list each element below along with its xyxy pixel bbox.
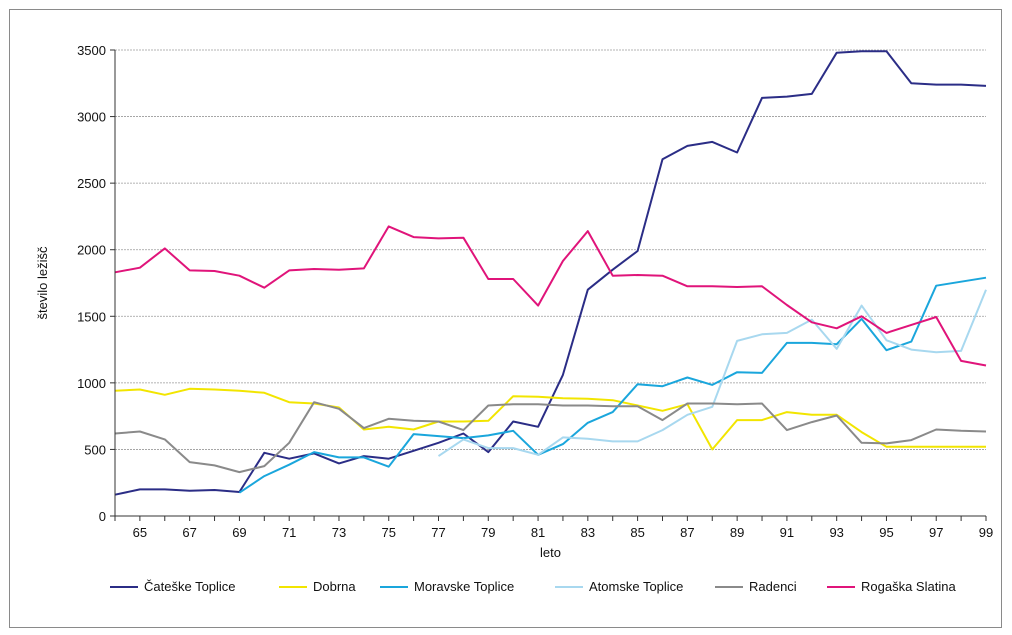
- x-tick-label: 85: [630, 525, 644, 540]
- y-tick-label: 1000: [77, 376, 106, 391]
- x-axis-ticks: 65 67 69 71 73 75 77 79 81 83 85 87 89 91 93 95 97 99: [114, 516, 993, 540]
- x-tick-label: 99: [979, 525, 993, 540]
- y-tick-label: 1500: [77, 309, 106, 324]
- series-line-roga-ka-slatina: [114, 225, 987, 367]
- x-tick-label: 69: [232, 525, 246, 540]
- x-tick-label: 71: [282, 525, 296, 540]
- gridlines: [115, 49, 986, 450]
- x-tick-label: 83: [581, 525, 595, 540]
- y-axis-ticks: 0 500 1000 1500 2000 2500 3000 3500: [77, 43, 115, 524]
- series-line-atomske-toplice: [437, 289, 987, 457]
- x-tick-label: 67: [182, 525, 196, 540]
- series-line-moravske-toplice: [238, 276, 987, 494]
- x-tick-label: 87: [680, 525, 694, 540]
- x-axis-label: leto: [540, 545, 561, 560]
- x-tick-label: 77: [431, 525, 445, 540]
- series-line-radenci: [114, 401, 987, 474]
- series-line-dobrna: [114, 387, 986, 451]
- legend-label: Atomske Toplice: [589, 579, 683, 594]
- legend-label: Rogaška Slatina: [861, 579, 956, 594]
- legend-label: Dobrna: [313, 579, 356, 594]
- x-tick-label: 79: [481, 525, 495, 540]
- y-tick-label: 2500: [77, 176, 106, 191]
- legend-label: Čateške Toplice: [144, 579, 236, 594]
- y-tick-label: 500: [84, 442, 106, 457]
- x-tick-label: 73: [332, 525, 346, 540]
- y-axis-label: število ležišč: [35, 246, 50, 319]
- x-tick-label: 65: [133, 525, 147, 540]
- line-chart: 0 500 1000 1500 2000 2500 3000 3500 65 67 69 71 73 7…: [35, 43, 993, 594]
- x-tick-label: 91: [780, 525, 794, 540]
- legend-label: Moravske Toplice: [414, 579, 514, 594]
- chart-frame: 0 500 1000 1500 2000 2500 3000 3500 65 67 69 71 73 7…: [9, 9, 1002, 628]
- x-tick-label: 75: [382, 525, 396, 540]
- legend: Čateške Toplice Dobrna Moravske Toplice Ato…: [110, 579, 956, 594]
- legend-label: Radenci: [749, 579, 797, 594]
- y-tick-label: 0: [99, 509, 106, 524]
- x-tick-label: 97: [929, 525, 943, 540]
- y-tick-label: 3000: [77, 110, 106, 125]
- x-tick-label: 81: [531, 525, 545, 540]
- y-tick-label: 2000: [77, 243, 106, 258]
- x-tick-label: 93: [829, 525, 843, 540]
- x-tick-label: 95: [879, 525, 893, 540]
- x-tick-label: 89: [730, 525, 744, 540]
- series-lines: [114, 50, 987, 496]
- y-tick-label: 3500: [77, 43, 106, 58]
- series-line-ate-ke-toplice: [114, 50, 987, 496]
